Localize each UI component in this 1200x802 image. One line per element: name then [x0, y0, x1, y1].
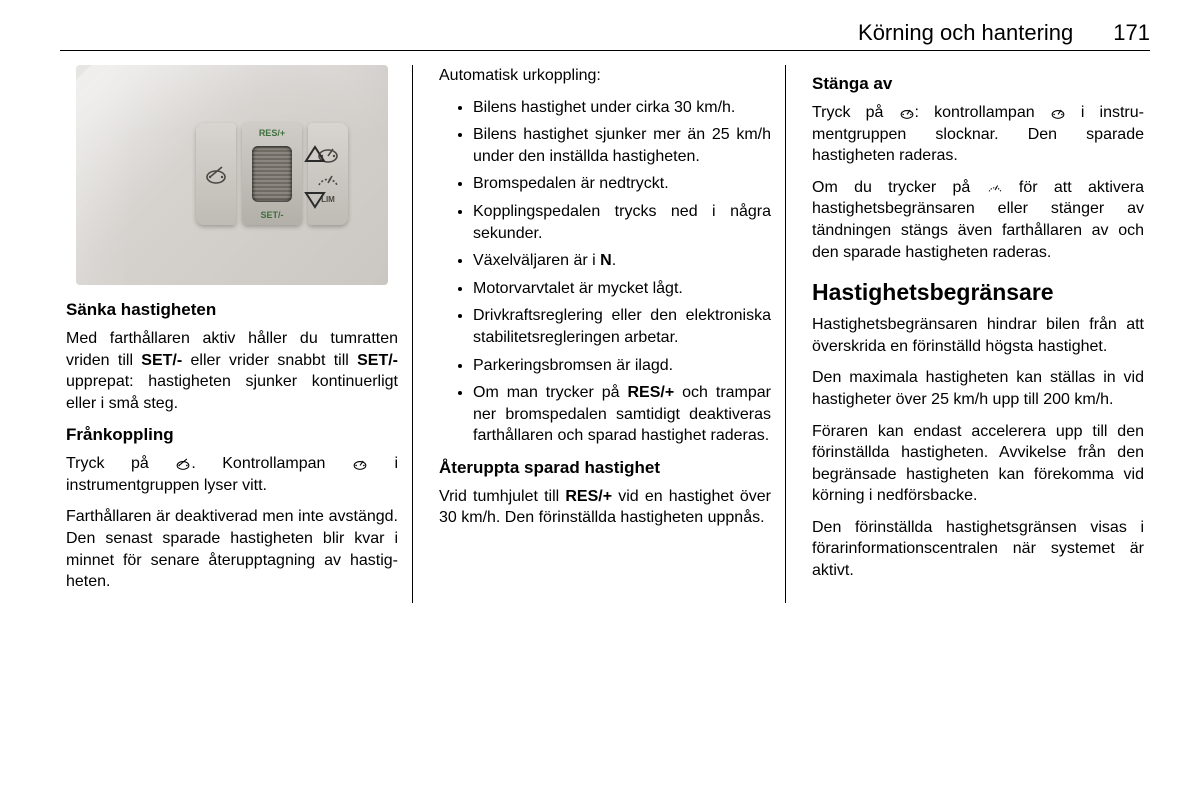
bold-res: RES/+	[628, 384, 675, 401]
para-auto-disconnect: Automatisk urkoppling:	[439, 65, 771, 87]
text-fragment: : kontrollampan	[915, 104, 1050, 121]
thumbwheel-icon	[252, 146, 292, 202]
para-sl-2: Den maximala hastigheten kan stäl­las in…	[812, 367, 1144, 410]
heading-resume: Återuppta sparad hastighet	[439, 457, 771, 480]
heading-disconnect: Frånkoppling	[66, 424, 398, 447]
text-fragment: Tryck på	[66, 455, 175, 472]
set-minus-label: SET/-	[260, 209, 283, 221]
thumbwheel-button: RES/+ SET/-	[242, 123, 302, 225]
text-fragment: . Kontrollampan	[191, 455, 352, 472]
heading-lower-speed: Sänka hastigheten	[66, 299, 398, 322]
list-item: Parkeringsbromsen är ilagd.	[473, 355, 771, 377]
text-fragment: Tryck på	[812, 104, 899, 121]
bold-set: SET/-	[141, 352, 182, 369]
cruise-icon	[352, 457, 368, 470]
text-fragment: eller vrider snabbt till	[182, 352, 357, 369]
text-fragment: Om du trycker på	[812, 179, 987, 196]
heading-speed-limiter: Hastighetsbegränsare	[812, 277, 1144, 308]
cruise-off-icon	[204, 164, 228, 184]
auto-disconnect-list: Bilens hastighet under cirka 30 km/h. Bi…	[439, 97, 771, 447]
para-off-1: Tryck på : kontrollampan i instru­mentgr…	[812, 102, 1144, 167]
para-off-2: Om du trycker på för att aktivera hastig…	[812, 177, 1144, 263]
text-fragment: .	[612, 252, 616, 269]
para-lower-speed: Med farthållaren aktiv håller du tumratt…	[66, 328, 398, 414]
page-header: Körning och hantering 171	[60, 20, 1150, 51]
cruise-icon	[899, 106, 915, 119]
cruise-off-icon	[175, 457, 191, 470]
list-item: Bilens hastighet under cirka 30 km/h.	[473, 97, 771, 119]
list-item: Drivkraftsreglering eller den elektronis…	[473, 305, 771, 348]
para-sl-3: Föraren kan endast accelerera upp till d…	[812, 421, 1144, 507]
list-item: Bromspedalen är nedtryckt.	[473, 173, 771, 195]
arrow-up-icon	[304, 145, 326, 163]
list-item: Motorvarvtalet är mycket lågt.	[473, 278, 771, 300]
bold-set: SET/-	[357, 352, 398, 369]
column-2: Automatisk urkoppling: Bilens hastighet …	[433, 65, 786, 603]
cruise-button-cluster: RES/+ SET/- LIM	[196, 123, 348, 225]
text-fragment: Vrid tumhjulet till	[439, 488, 565, 505]
para-disconnect-2: Farthållaren är deaktiverad men inte avs…	[66, 506, 398, 592]
list-item: Om man trycker på RES/+ och trampar ner …	[473, 382, 771, 447]
heading-off: Stänga av	[812, 73, 1144, 96]
cruise-cancel-button	[196, 123, 236, 225]
list-item: Växelväljaren är i N.	[473, 250, 771, 272]
bold-n: N	[600, 252, 612, 269]
header-section-title: Körning och hantering	[858, 20, 1073, 46]
para-resume: Vrid tumhjulet till RES/+ vid en hastig­…	[439, 486, 771, 529]
cruise-icon	[1050, 106, 1066, 119]
bold-res: RES/+	[565, 488, 612, 505]
column-3: Stänga av Tryck på : kontrollampan i ins…	[806, 65, 1150, 603]
text-fragment: upprepat: hastig­heten sjunker kontinuer…	[66, 373, 398, 412]
res-plus-label: RES/+	[259, 127, 285, 139]
list-item: Bilens hastighet sjunker mer än 25 km/h …	[473, 124, 771, 167]
arrow-down-icon	[304, 191, 326, 209]
para-sl-1: Hastighetsbegränsaren hindrar bilen från…	[812, 314, 1144, 357]
limiter-icon	[987, 181, 1003, 194]
list-item: Kopplingspedalen trycks ned i några seku…	[473, 201, 771, 244]
arrow-overlay	[304, 145, 326, 209]
para-disconnect-1: Tryck på . Kontrollampan i instrumentgru…	[66, 453, 398, 496]
text-fragment: Växelväljaren är i	[473, 252, 600, 269]
content-columns: RES/+ SET/- LIM Sänka hastigheten Med fa…	[60, 65, 1150, 603]
text-fragment: Om man trycker på	[473, 384, 628, 401]
column-1: RES/+ SET/- LIM Sänka hastigheten Med fa…	[60, 65, 413, 603]
steering-wheel-figure: RES/+ SET/- LIM	[76, 65, 388, 285]
para-sl-4: Den förinställda hastighetsgränsen visas…	[812, 517, 1144, 582]
header-page-number: 171	[1113, 20, 1150, 46]
